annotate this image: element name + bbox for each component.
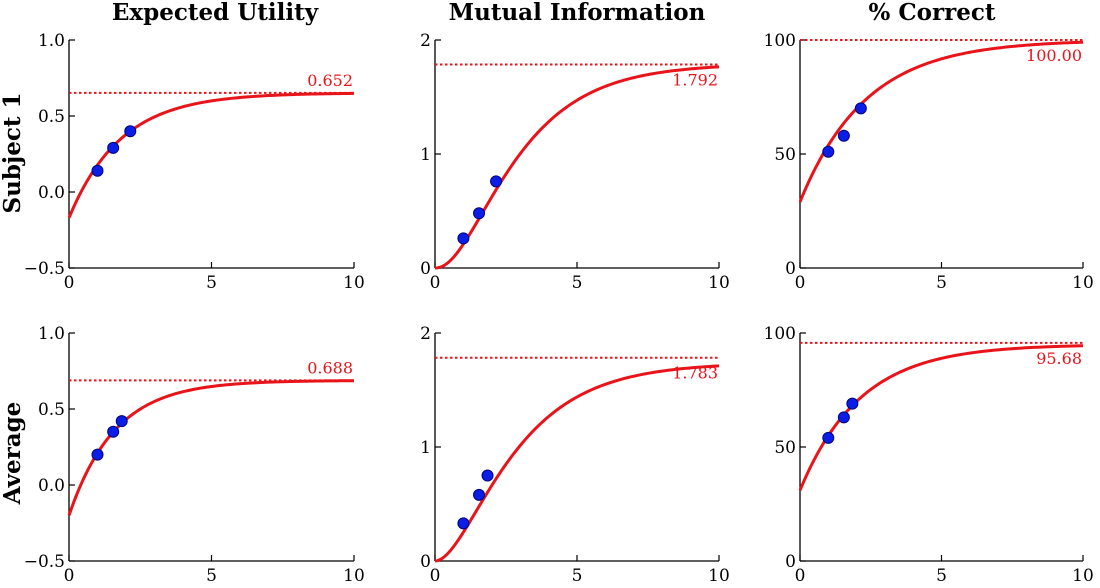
panel-2: 0 1 2 0 5 10 1.792 <box>420 31 730 293</box>
fit-curve <box>798 344 1084 491</box>
data-point <box>837 129 850 142</box>
data-point <box>107 425 120 438</box>
data-point <box>846 397 859 410</box>
y-tick-label: 0 <box>785 259 796 279</box>
asymptote-label: 0.652 <box>307 71 353 90</box>
y-tick-label: 0 <box>420 259 431 279</box>
fit-curve <box>434 364 720 563</box>
column-title-expected-utility: Expected Utility <box>112 0 319 26</box>
x-tick-label: 0 <box>430 273 441 293</box>
panel-3: 0 50 100 0 5 10 100.00 <box>764 31 1094 293</box>
fit-curve <box>798 40 1084 203</box>
panel-6: 0 50 100 0 5 10 95.68 <box>764 324 1094 586</box>
data-point <box>107 141 120 154</box>
data-point <box>124 125 137 138</box>
data-point <box>473 488 486 501</box>
row-label-average: Average <box>0 402 26 506</box>
data-point <box>457 517 470 530</box>
y-tick-label: 100 <box>764 324 796 344</box>
y-tick-label: 2 <box>420 324 431 344</box>
x-tick-label: 5 <box>206 566 217 586</box>
asymptote-label: 1.792 <box>672 71 718 90</box>
x-tick-label: 10 <box>1072 273 1094 293</box>
panel-1: −0.5 0.0 0.5 1.0 0 5 10 0.652 <box>24 31 365 293</box>
asymptote-label: 100.00 <box>1026 46 1082 65</box>
x-tick-label: 10 <box>708 273 730 293</box>
x-tick-label: 10 <box>343 273 365 293</box>
column-title-mutual-information: Mutual Information <box>449 0 706 26</box>
data-point <box>91 164 104 177</box>
data-point <box>481 469 494 482</box>
x-tick-label: 10 <box>1072 566 1094 586</box>
fit-curve <box>67 91 355 219</box>
data-point <box>822 145 835 158</box>
fit-curve <box>434 65 720 270</box>
x-tick-label: 5 <box>936 566 947 586</box>
data-point <box>822 431 835 444</box>
column-title-percent-correct: % Correct <box>868 0 995 26</box>
x-tick-label: 5 <box>936 273 947 293</box>
x-tick-label: 5 <box>206 273 217 293</box>
x-tick-label: 0 <box>64 566 75 586</box>
x-tick-label: 0 <box>795 273 806 293</box>
x-tick-label: 5 <box>572 273 583 293</box>
x-tick-label: 0 <box>64 273 75 293</box>
data-point <box>490 175 503 188</box>
y-tick-label: −0.5 <box>24 552 65 572</box>
y-tick-label: 0.0 <box>38 476 65 496</box>
y-tick-label: 1.0 <box>38 324 65 344</box>
data-point <box>473 207 486 220</box>
data-point <box>91 448 104 461</box>
panel-4: −0.5 0.0 0.5 1.0 0 5 10 0.688 <box>24 324 365 586</box>
asymptote-label: 0.688 <box>307 358 353 377</box>
x-tick-label: 0 <box>795 566 806 586</box>
row-label-subject-1: Subject 1 <box>0 92 26 213</box>
y-tick-label: −0.5 <box>24 259 65 279</box>
data-point <box>837 411 850 424</box>
y-tick-label: 0.5 <box>38 400 65 420</box>
fit-curve <box>67 379 355 516</box>
x-tick-label: 5 <box>572 566 583 586</box>
x-tick-label: 0 <box>430 566 441 586</box>
y-tick-label: 0 <box>785 552 796 572</box>
y-tick-label: 1.0 <box>38 31 65 51</box>
y-tick-label: 1 <box>420 145 431 165</box>
asymptote-label: 95.68 <box>1036 349 1082 368</box>
y-tick-label: 0 <box>420 552 431 572</box>
y-tick-label: 50 <box>774 145 796 165</box>
data-point <box>854 102 867 115</box>
y-tick-label: 0.0 <box>38 183 65 203</box>
y-tick-label: 50 <box>774 438 796 458</box>
y-tick-label: 0.5 <box>38 107 65 127</box>
x-tick-label: 10 <box>343 566 365 586</box>
y-tick-label: 2 <box>420 31 431 51</box>
y-tick-label: 1 <box>420 438 431 458</box>
data-point <box>115 415 128 428</box>
x-tick-label: 10 <box>708 566 730 586</box>
y-tick-label: 100 <box>764 31 796 51</box>
data-point <box>457 232 470 245</box>
